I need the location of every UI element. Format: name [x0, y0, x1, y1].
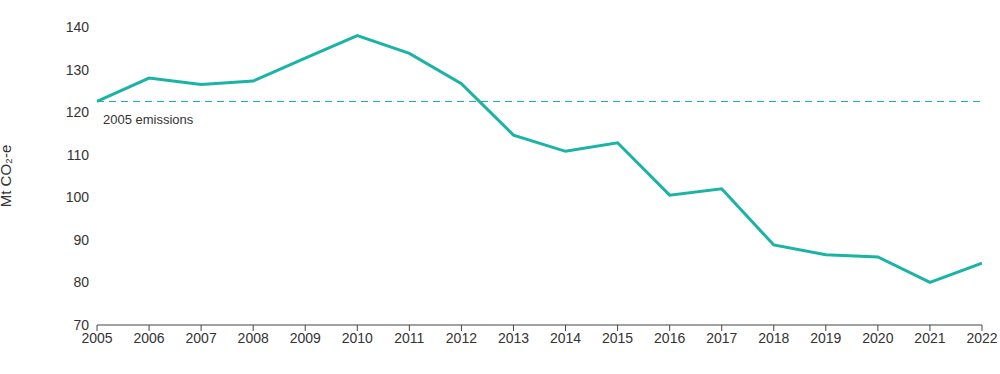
svg-text:2017: 2017: [706, 330, 737, 346]
svg-text:Mt CO₂-e: Mt CO₂-e: [8, 145, 14, 208]
svg-text:2020: 2020: [862, 330, 893, 346]
svg-text:2006: 2006: [133, 330, 164, 346]
svg-text:2015: 2015: [602, 330, 633, 346]
svg-text:100: 100: [66, 189, 90, 205]
svg-text:2010: 2010: [342, 330, 373, 346]
svg-text:2011: 2011: [394, 330, 424, 346]
svg-text:2007: 2007: [186, 330, 217, 346]
svg-text:90: 90: [73, 232, 89, 248]
svg-text:2012: 2012: [446, 330, 477, 346]
svg-text:70: 70: [73, 317, 89, 333]
svg-text:2019: 2019: [810, 330, 841, 346]
svg-text:2016: 2016: [654, 330, 685, 346]
svg-text:2009: 2009: [290, 330, 321, 346]
svg-text:110: 110: [67, 147, 90, 163]
svg-text:2005 emissions: 2005 emissions: [103, 112, 194, 127]
svg-text:120: 120: [66, 104, 90, 120]
svg-text:2018: 2018: [758, 330, 789, 346]
svg-text:2005: 2005: [81, 329, 113, 346]
svg-text:2021: 2021: [914, 330, 945, 346]
svg-text:2013: 2013: [498, 330, 529, 346]
svg-text:2014: 2014: [550, 330, 581, 346]
svg-text:2008: 2008: [238, 330, 269, 346]
svg-text:80: 80: [73, 274, 89, 290]
svg-text:130: 130: [66, 62, 90, 78]
svg-text:140: 140: [66, 19, 90, 35]
svg-text:2022: 2022: [966, 330, 992, 346]
